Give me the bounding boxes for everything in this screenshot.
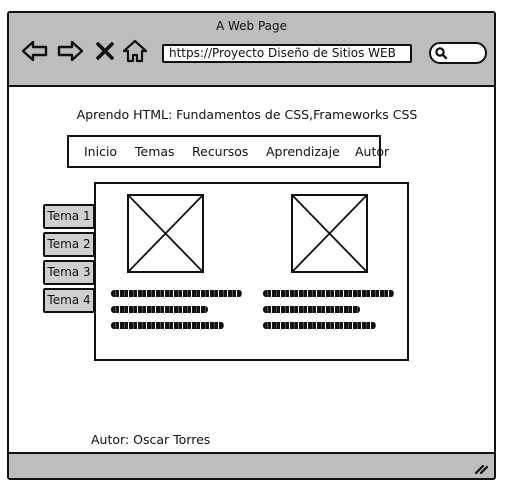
resize-grip-icon[interactable] bbox=[473, 459, 489, 475]
nav-item-recursos[interactable]: Recursos bbox=[192, 144, 249, 159]
placeholder-text-line bbox=[263, 322, 376, 329]
forward-arrow-icon[interactable] bbox=[56, 39, 84, 63]
home-icon[interactable] bbox=[122, 39, 148, 63]
side-tab-tema-4[interactable]: Tema 4 bbox=[43, 288, 95, 313]
browser-window: A Web Page https://Proyecto Diseño de Si… bbox=[7, 11, 496, 480]
image-placeholder bbox=[291, 194, 368, 273]
nav-item-aprendizaje[interactable]: Aprendizaje bbox=[266, 144, 340, 159]
window-title: A Web Page bbox=[215, 19, 288, 33]
side-tab-tema-2[interactable]: Tema 2 bbox=[43, 232, 95, 257]
nav-item-autor[interactable]: Autor bbox=[355, 144, 390, 159]
status-bar bbox=[9, 452, 494, 478]
close-x-icon[interactable] bbox=[95, 39, 115, 63]
page-title: Aprendo HTML: Fundamentos de CSS,Framewo… bbox=[76, 107, 418, 122]
search-icon bbox=[435, 47, 448, 60]
image-placeholder bbox=[127, 194, 204, 273]
side-tab-tema-3[interactable]: Tema 3 bbox=[43, 260, 95, 285]
placeholder-text-line bbox=[111, 306, 208, 313]
top-navigation: Inicio Temas Recursos Aprendizaje Autor bbox=[67, 135, 389, 168]
side-tab-tema-1[interactable]: Tema 1 bbox=[43, 204, 95, 229]
search-field[interactable] bbox=[429, 42, 487, 64]
placeholder-text-line bbox=[111, 322, 224, 329]
back-arrow-icon[interactable] bbox=[21, 39, 49, 63]
browser-toolbar: A Web Page https://Proyecto Diseño de Si… bbox=[9, 13, 494, 87]
content-panel bbox=[94, 182, 409, 361]
nav-item-temas[interactable]: Temas bbox=[135, 144, 175, 159]
nav-item-inicio[interactable]: Inicio bbox=[84, 144, 118, 159]
author-credit: Autor: Oscar Torres bbox=[91, 432, 211, 447]
placeholder-text-line bbox=[263, 306, 360, 313]
page-content: Aprendo HTML: Fundamentos de CSS,Framewo… bbox=[9, 87, 494, 454]
placeholder-text-line bbox=[111, 290, 242, 297]
url-input[interactable]: https://Proyecto Diseño de Sitios WEB bbox=[162, 44, 412, 63]
placeholder-text-line bbox=[263, 290, 394, 297]
